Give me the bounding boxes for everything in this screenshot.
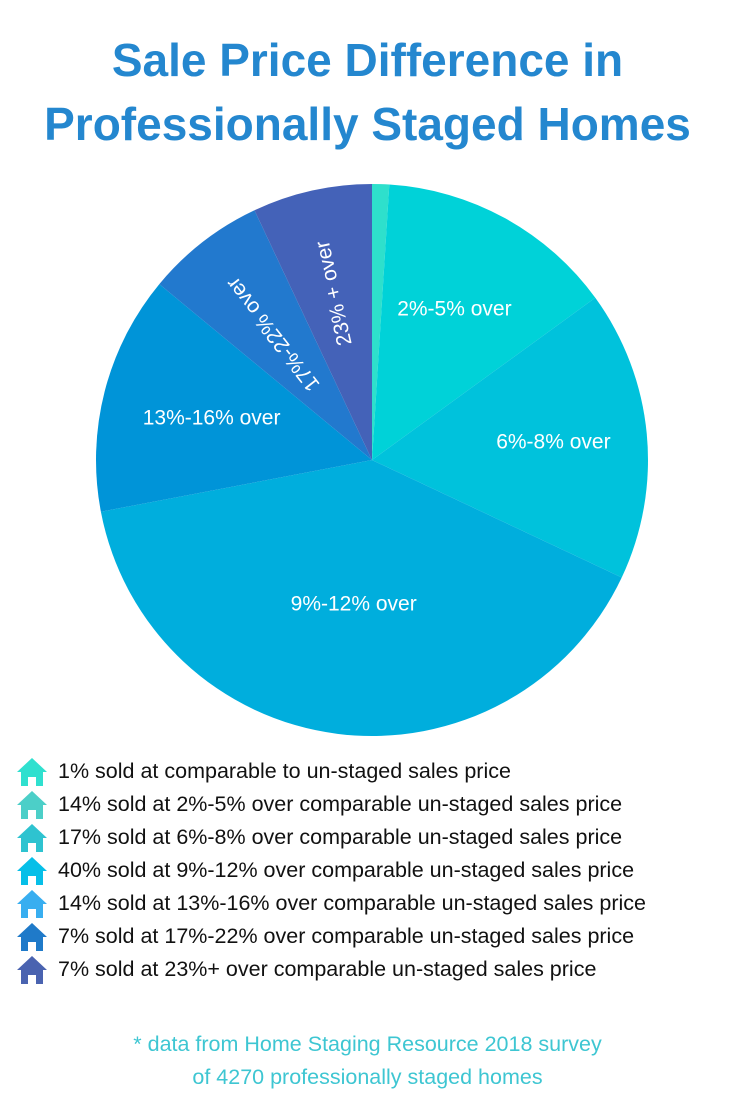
source-note-line-1: * data from Home Staging Resource 2018 s…	[133, 1032, 602, 1056]
pie-slice-label: 13%-16% over	[143, 406, 281, 429]
legend-item-label: 40% sold at 9%-12% over comparable un-st…	[58, 858, 635, 882]
legend-item: 17% sold at 6%-8% over comparable un-sta…	[16, 821, 726, 854]
pie-slice	[372, 297, 649, 578]
house-icon	[17, 823, 47, 852]
legend-item: 7% sold at 17%-22% over comparable un-st…	[16, 920, 726, 953]
chart-title-line-2: Professionally Staged Homes	[44, 98, 691, 150]
legend-item: 40% sold at 9%-12% over comparable un-st…	[16, 854, 726, 887]
pie-slice-label: 6%-8% over	[496, 430, 610, 453]
house-icon	[17, 889, 47, 918]
house-icon	[17, 856, 47, 885]
house-icon	[17, 955, 47, 984]
legend-item: 14% sold at 2%-5% over comparable un-sta…	[16, 788, 726, 821]
legend: 1% sold at comparable to un-staged sales…	[16, 755, 726, 986]
pie-chart: 2%-5% over 6%-8% over 9%-12% over 13%-16% o…	[96, 183, 649, 736]
legend-item: 14% sold at 13%-16% over comparable un-s…	[16, 887, 726, 920]
chart-title: Sale Price Difference in Professionally …	[0, 28, 735, 156]
pie-slice	[96, 284, 372, 512]
pie-slice	[372, 183, 390, 460]
legend-item-label: 14% sold at 2%-5% over comparable un-sta…	[58, 792, 623, 816]
pie-slice	[100, 460, 622, 736]
legend-item-label: 7% sold at 23%+ over comparable un-stage…	[58, 957, 597, 981]
source-note-line-2: of 4270 professionally staged homes	[192, 1065, 543, 1089]
pie-slice	[254, 184, 372, 460]
house-icon	[17, 790, 47, 819]
pie-slice	[159, 210, 372, 460]
legend-item-label: 7% sold at 17%-22% over comparable un-st…	[58, 924, 635, 948]
house-icon	[17, 922, 47, 951]
legend-item: 1% sold at comparable to un-staged sales…	[16, 755, 726, 788]
pie-slice-label: 9%-12% over	[291, 593, 417, 616]
legend-item-label: 14% sold at 13%-16% over comparable un-s…	[58, 891, 646, 915]
pie-slice-label: 2%-5% over	[397, 298, 511, 321]
pie-slice	[372, 184, 596, 461]
legend-item: 7% sold at 23%+ over comparable un-stage…	[16, 953, 726, 986]
legend-item-label: 17% sold at 6%-8% over comparable un-sta…	[58, 825, 623, 849]
chart-title-line-1: Sale Price Difference in	[111, 34, 624, 86]
legend-item-label: 1% sold at comparable to un-staged sales…	[58, 759, 511, 783]
house-icon	[17, 757, 47, 786]
source-note: * data from Home Staging Resource 2018 s…	[0, 1028, 735, 1094]
